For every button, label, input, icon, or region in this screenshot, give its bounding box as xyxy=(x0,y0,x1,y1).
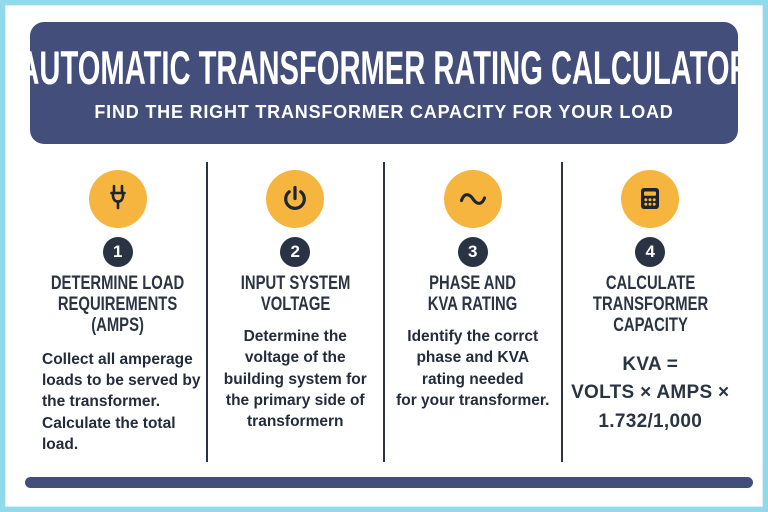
plug-icon xyxy=(109,184,126,210)
power-icon xyxy=(284,185,307,210)
step-4-title: CALCULATE TRANSFORMER CAPACITY xyxy=(592,273,708,336)
step-1: 1 DETERMINE LOAD REQUIREMENTS (AMPS) Col… xyxy=(30,162,208,462)
step-4: 4 CALCULATE TRANSFORMER CAPACITY KVA = V… xyxy=(563,162,739,462)
step-3: 3 PHASE AND KVA RATING Identify the corr… xyxy=(385,162,563,462)
step-3-title: PHASE AND KVA RATING xyxy=(428,273,518,315)
step-3-number-badge: 3 xyxy=(457,237,488,267)
header-banner: AUTOMATIC TRANSFORMER RATING CALCULATOR … xyxy=(18,22,750,144)
page-subtitle: FIND THE RIGHT TRANSFORMER CAPACITY FOR … xyxy=(94,101,674,122)
step-4-icon-circle xyxy=(621,170,680,228)
step-2-icon-circle xyxy=(266,170,325,228)
step-4-formula: KVA = VOLTS × AMPS × 1.732/1,000 xyxy=(571,353,730,432)
step-3-description: Identify the corrct phase and KVA rating… xyxy=(396,327,550,409)
step-1-description: Collect all amperage loads to be served … xyxy=(42,350,201,454)
calculator-icon xyxy=(641,188,660,209)
step-3-icon-circle xyxy=(443,170,502,228)
steps-row: 1 DETERMINE LOAD REQUIREMENTS (AMPS) Col… xyxy=(30,162,738,462)
footer-bar xyxy=(25,477,753,488)
step-2: 2 INPUT SYSTEM VOLTAGE Determine the vol… xyxy=(208,162,385,462)
step-2-number-badge: 2 xyxy=(280,237,311,267)
step-1-number-badge: 1 xyxy=(102,237,133,267)
page-title: AUTOMATIC TRANSFORMER RATING CALCULATOR xyxy=(17,40,751,94)
step-2-title: INPUT SYSTEM VOLTAGE xyxy=(240,273,351,315)
step-4-number-badge: 4 xyxy=(635,237,666,267)
sine-wave-icon xyxy=(459,193,486,205)
step-1-title: DETERMINE LOAD REQUIREMENTS (AMPS) xyxy=(51,273,185,336)
step-1-icon-circle xyxy=(88,170,147,228)
step-2-description: Determine the voltage of the building sy… xyxy=(223,327,367,431)
